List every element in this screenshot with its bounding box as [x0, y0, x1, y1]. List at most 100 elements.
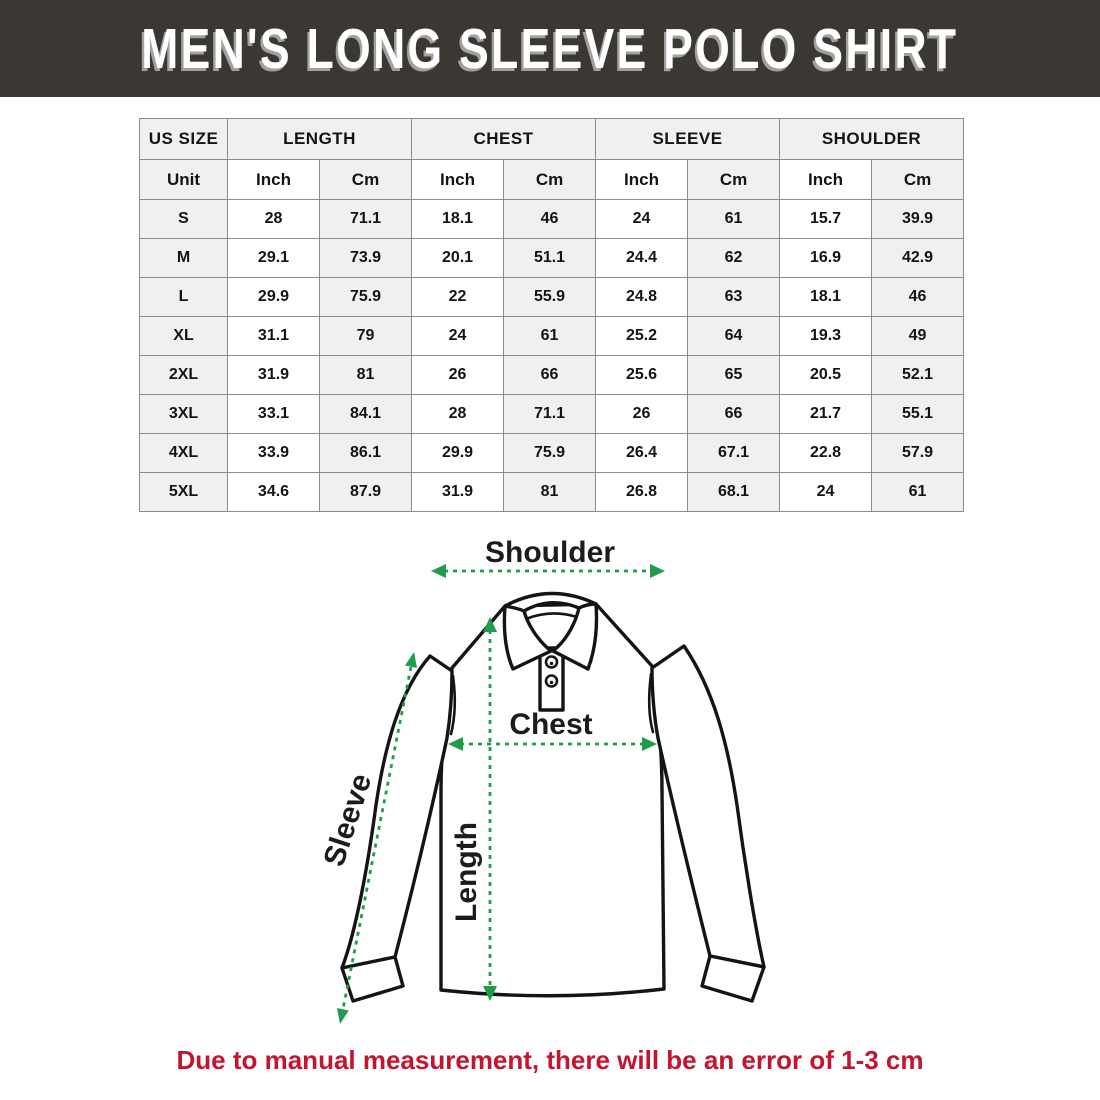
- value-cell: 26: [595, 394, 689, 434]
- value-cell: 26.8: [595, 472, 689, 512]
- size-cell: 2XL: [139, 355, 228, 395]
- value-cell: 18.1: [411, 199, 505, 239]
- unit-header-cell: Cm: [318, 159, 413, 200]
- button-bottom: [544, 674, 559, 688]
- unit-header-cell: Unit: [139, 159, 228, 200]
- sleeve-arrow-bottom-head: [337, 1008, 349, 1024]
- value-cell: 33.9: [227, 433, 320, 473]
- left-armhole-seam: [449, 674, 457, 736]
- polo-shirt-illustration: Shoulder Chest Length Sleeve: [318, 536, 766, 1024]
- unit-header-cell: Inch: [227, 159, 320, 200]
- value-cell: 20.5: [779, 355, 873, 395]
- sleeve-arrow: [341, 666, 413, 1010]
- size-cell: 5XL: [139, 472, 228, 512]
- value-cell: 24.4: [595, 238, 689, 278]
- value-cell: 33.1: [227, 394, 320, 434]
- value-cell: 57.9: [871, 433, 965, 473]
- value-cell: 31.9: [227, 355, 320, 395]
- unit-header-cell: Cm: [503, 159, 597, 200]
- value-cell: 81: [503, 472, 597, 512]
- size-cell: L: [139, 277, 228, 317]
- length-arrow-top-head: [483, 617, 497, 632]
- value-cell: 71.1: [318, 199, 413, 239]
- unit-header-cell: Inch: [779, 159, 873, 200]
- unit-header-cell: Cm: [687, 159, 781, 200]
- table-row: 3XL 33.1 84.1 28 71.1 26 66 21.7 55.1: [139, 394, 965, 434]
- value-cell: 34.6: [227, 472, 320, 512]
- value-cell: 26: [411, 355, 505, 395]
- shirt-left-cuff: [340, 955, 405, 1003]
- value-cell: 63: [687, 277, 781, 317]
- value-cell: 21.7: [779, 394, 873, 434]
- length-label: Length: [450, 822, 483, 922]
- value-cell: 55.1: [871, 394, 965, 434]
- value-cell: 84.1: [318, 394, 413, 434]
- unit-header-cell: Inch: [595, 159, 689, 200]
- group-header-cell: LENGTH: [226, 118, 413, 160]
- group-header-cell: US SIZE: [139, 118, 228, 160]
- table-row: S 28 71.1 18.1 46 24 61 15.7 39.9: [139, 199, 965, 239]
- group-header-cell: CHEST: [411, 118, 597, 160]
- size-table-head: US SIZE LENGTH CHEST SLEEVE SHOULDER Unit Inc…: [139, 118, 965, 200]
- value-cell: 24: [779, 472, 873, 512]
- shoulder-arrow-right-head: [650, 564, 665, 578]
- measurement-disclaimer: Due to manual measurement, there will be…: [176, 1045, 924, 1075]
- value-cell: 49: [871, 316, 965, 356]
- value-cell: 55.9: [503, 277, 597, 317]
- value-cell: 87.9: [318, 472, 413, 512]
- sleeve-arrow-top-head: [405, 652, 417, 668]
- value-cell: 22: [411, 277, 505, 317]
- size-table-section: US SIZE LENGTH CHEST SLEEVE SHOULDER Unit Inc…: [139, 118, 965, 512]
- page-title: MEN'S LONG SLEEVE POLO SHIRT: [141, 16, 959, 81]
- value-cell: 20.1: [411, 238, 505, 278]
- value-cell: 39.9: [871, 199, 965, 239]
- value-cell: 22.8: [779, 433, 873, 473]
- table-row: 5XL 34.6 87.9 31.9 81 26.8 68.1 24 61: [139, 472, 965, 512]
- collar-right-flap: [551, 602, 599, 671]
- value-cell: 29.9: [227, 277, 320, 317]
- value-cell: 67.1: [687, 433, 781, 473]
- value-cell: 42.9: [871, 238, 965, 278]
- value-cell: 65: [687, 355, 781, 395]
- value-cell: 52.1: [871, 355, 965, 395]
- value-cell: 46: [503, 199, 597, 239]
- value-cell: 75.9: [503, 433, 597, 473]
- value-cell: 25.6: [595, 355, 689, 395]
- value-cell: 24.8: [595, 277, 689, 317]
- value-cell: 79: [318, 316, 413, 356]
- value-cell: 66: [503, 355, 597, 395]
- value-cell: 61: [503, 316, 597, 356]
- collar-band-line: [524, 612, 579, 621]
- shirt-right-sleeve: [650, 644, 766, 969]
- value-cell: 75.9: [318, 277, 413, 317]
- table-row: 4XL 33.9 86.1 29.9 75.9 26.4 67.1 22.8 57.9: [139, 433, 965, 473]
- value-cell: 73.9: [318, 238, 413, 278]
- unit-header-cell: Cm: [871, 159, 965, 200]
- unit-header-row: Unit Inch Cm Inch Cm Inch Cm Inch Cm: [139, 159, 965, 200]
- value-cell: 25.2: [595, 316, 689, 356]
- value-cell: 71.1: [503, 394, 597, 434]
- value-cell: 46: [871, 277, 965, 317]
- value-cell: 29.1: [227, 238, 320, 278]
- group-header-row: US SIZE LENGTH CHEST SLEEVE SHOULDER: [139, 118, 965, 160]
- right-armhole-seam: [647, 672, 655, 734]
- size-table: US SIZE LENGTH CHEST SLEEVE SHOULDER Unit Inc…: [139, 118, 965, 512]
- chest-arrow-right-head: [642, 737, 657, 751]
- shirt-right-cuff: [700, 954, 766, 1003]
- size-table-body: S 28 71.1 18.1 46 24 61 15.7 39.9 M 29.1 73.9 20.1 51…: [139, 199, 965, 512]
- value-cell: 16.9: [779, 238, 873, 278]
- measurement-diagram: Shoulder Chest Length Sleeve: [300, 520, 820, 1040]
- table-row: M 29.1 73.9 20.1 51.1 24.4 62 16.9 42.9: [139, 238, 965, 278]
- value-cell: 31.9: [411, 472, 505, 512]
- button-top: [544, 655, 559, 669]
- value-cell: 68.1: [687, 472, 781, 512]
- value-cell: 29.9: [411, 433, 505, 473]
- value-cell: 64: [687, 316, 781, 356]
- value-cell: 66: [687, 394, 781, 434]
- table-row: 2XL 31.9 81 26 66 25.6 65 20.5 52.1: [139, 355, 965, 395]
- value-cell: 81: [318, 355, 413, 395]
- value-cell: 26.4: [595, 433, 689, 473]
- value-cell: 19.3: [779, 316, 873, 356]
- chest-label: Chest: [509, 708, 592, 741]
